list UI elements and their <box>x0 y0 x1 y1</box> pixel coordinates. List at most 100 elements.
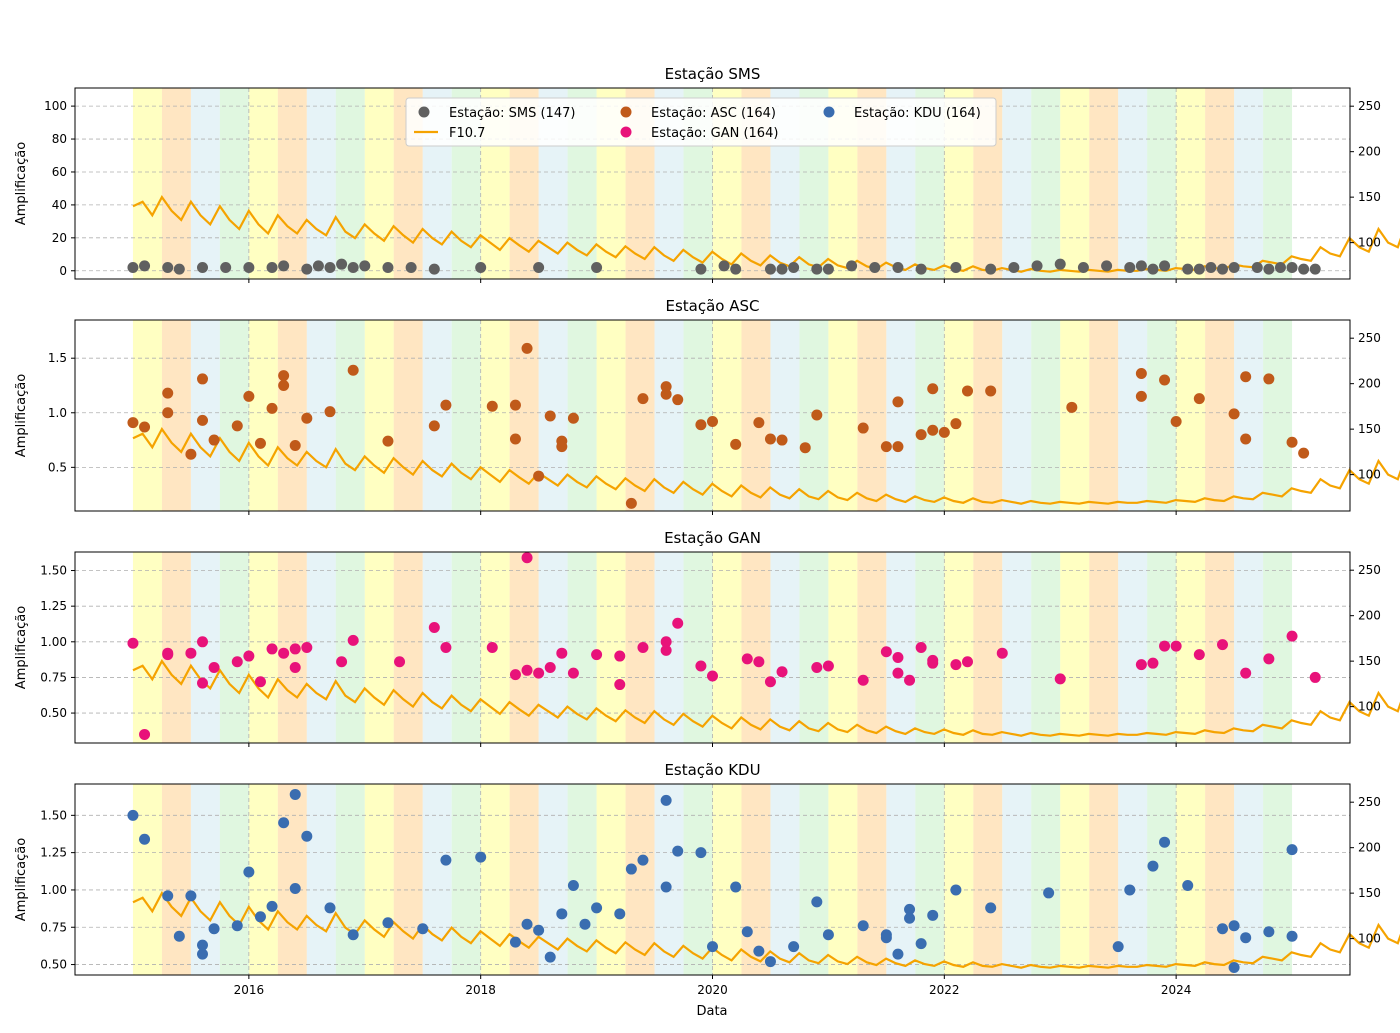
data-point <box>730 263 742 275</box>
season-band <box>335 320 365 511</box>
data-point <box>811 263 823 275</box>
season-band <box>364 88 394 279</box>
data-point <box>985 263 997 275</box>
season-band <box>1118 320 1148 511</box>
season-band <box>364 320 394 511</box>
y-tick-label: 1.00 <box>40 635 67 649</box>
season-band <box>1234 784 1264 975</box>
season-band <box>393 320 423 511</box>
data-point <box>127 809 139 821</box>
data-point <box>695 660 707 672</box>
season-band <box>480 784 510 975</box>
season-band <box>306 784 336 975</box>
data-point <box>927 424 939 436</box>
data-point <box>614 679 626 691</box>
data-point <box>544 410 556 422</box>
data-point <box>324 902 336 914</box>
data-point <box>730 438 742 450</box>
data-point <box>1286 930 1298 942</box>
y-tick-label: 0 <box>59 264 67 278</box>
data-point <box>614 908 626 920</box>
data-point <box>1228 962 1240 974</box>
data-point <box>185 647 197 659</box>
panel-title: Estação ASC <box>665 297 759 315</box>
season-band <box>1205 88 1235 279</box>
y2-tick-label: 200 <box>1358 841 1381 855</box>
season-band <box>393 552 423 743</box>
data-point <box>243 866 255 878</box>
season-band <box>770 552 800 743</box>
y-axis-label: Amplificação <box>14 838 29 921</box>
data-point <box>521 342 533 354</box>
data-point <box>231 920 243 932</box>
data-point <box>289 788 301 800</box>
y-tick-label: 1.00 <box>40 883 67 897</box>
data-point <box>753 656 765 668</box>
data-point <box>764 263 776 275</box>
season-band <box>219 784 249 975</box>
data-point <box>1309 263 1321 275</box>
data-point <box>614 650 626 662</box>
season-band <box>625 784 655 975</box>
legend-label: F10.7 <box>449 126 485 141</box>
season-band <box>1031 88 1061 279</box>
data-point <box>173 263 185 275</box>
data-point <box>509 399 521 411</box>
y-tick-label: 1.5 <box>48 351 67 365</box>
season-band <box>335 552 365 743</box>
data-point <box>556 908 568 920</box>
panel-title: Estação KDU <box>664 761 760 779</box>
data-point <box>660 388 672 400</box>
data-point <box>139 260 151 272</box>
data-point <box>672 617 684 629</box>
season-band <box>509 552 539 743</box>
season-band <box>799 552 829 743</box>
data-point <box>347 261 359 273</box>
data-point <box>567 879 579 891</box>
season-band <box>741 320 771 511</box>
data-point <box>938 426 950 438</box>
data-point <box>764 676 776 688</box>
season-band <box>219 88 249 279</box>
data-point <box>1240 667 1252 679</box>
season-band <box>422 320 452 511</box>
season-band <box>1263 320 1293 511</box>
data-point <box>278 647 290 659</box>
season-band <box>712 784 742 975</box>
data-point <box>846 260 858 272</box>
data-point <box>904 674 916 686</box>
data-point <box>509 669 521 681</box>
season-band <box>219 552 249 743</box>
data-point <box>162 647 174 659</box>
season-band <box>1060 552 1090 743</box>
data-point <box>243 261 255 273</box>
y-tick-label: 1.50 <box>40 564 67 578</box>
data-point <box>428 622 440 634</box>
legend-label: Estação: GAN (164) <box>651 126 778 141</box>
data-point <box>289 643 301 655</box>
data-point <box>254 437 266 449</box>
data-point <box>985 902 997 914</box>
data-point <box>660 381 672 393</box>
data-point <box>301 412 313 424</box>
season-band <box>886 552 916 743</box>
data-point <box>1240 932 1252 944</box>
season-band <box>741 552 771 743</box>
panel-title: Estação GAN <box>664 529 761 547</box>
data-point <box>962 656 973 668</box>
data-point <box>1240 371 1252 383</box>
data-point <box>625 863 637 875</box>
data-point <box>289 882 301 894</box>
data-point <box>324 261 336 273</box>
data-point <box>197 414 208 426</box>
data-point <box>1263 926 1275 938</box>
data-point <box>509 936 521 948</box>
data-point <box>521 664 533 676</box>
y-tick-label: 1.25 <box>40 846 67 860</box>
data-point <box>857 920 869 932</box>
season-band <box>799 784 829 975</box>
season-band <box>1263 784 1293 975</box>
data-point <box>1286 844 1298 856</box>
y-tick-label: 0.50 <box>40 958 67 972</box>
